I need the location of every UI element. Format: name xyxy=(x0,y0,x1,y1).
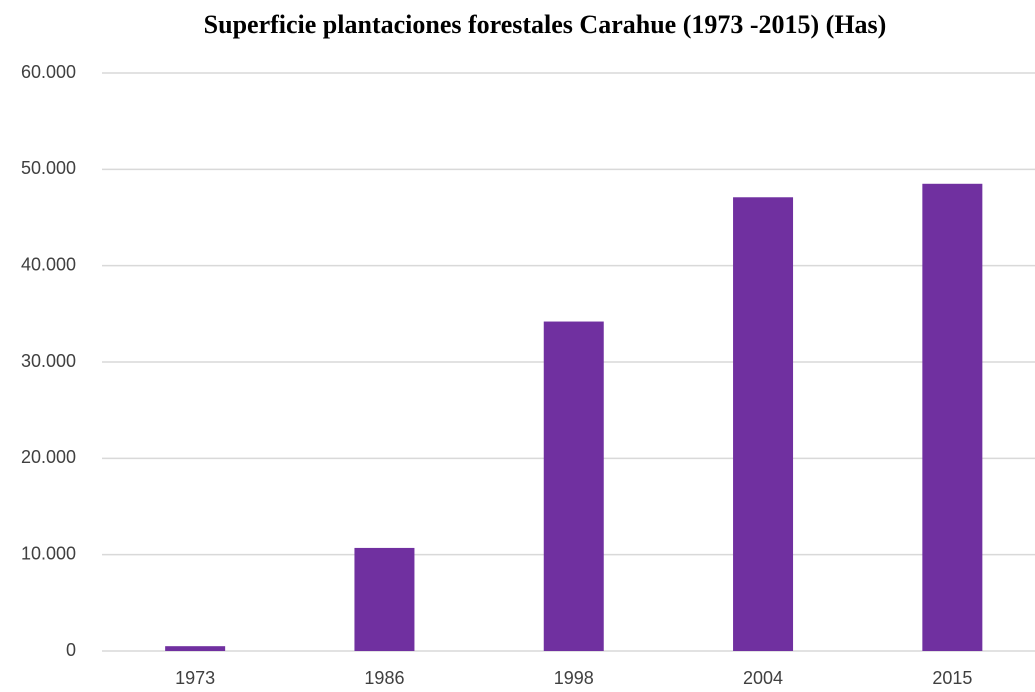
y-tick-label: 40.000 xyxy=(21,254,76,274)
x-tick-label: 1973 xyxy=(175,668,215,688)
y-tick-label: 50.000 xyxy=(21,158,76,178)
x-tick-label: 1986 xyxy=(364,668,404,688)
x-tick-label: 2015 xyxy=(932,668,972,688)
y-tick-label: 0 xyxy=(66,640,76,660)
y-tick-label: 30.000 xyxy=(21,351,76,371)
bar xyxy=(354,547,415,651)
x-tick-label: 1998 xyxy=(554,668,594,688)
bar xyxy=(922,183,983,652)
x-tick-label: 2004 xyxy=(743,668,783,688)
y-tick-label: 60.000 xyxy=(21,62,76,82)
y-tick-label: 10.000 xyxy=(21,543,76,563)
bar xyxy=(543,321,604,651)
y-tick-label: 20.000 xyxy=(21,447,76,467)
bar xyxy=(165,646,226,651)
bar xyxy=(733,197,794,651)
chart-title: Superficie plantaciones forestales Carah… xyxy=(204,10,887,39)
